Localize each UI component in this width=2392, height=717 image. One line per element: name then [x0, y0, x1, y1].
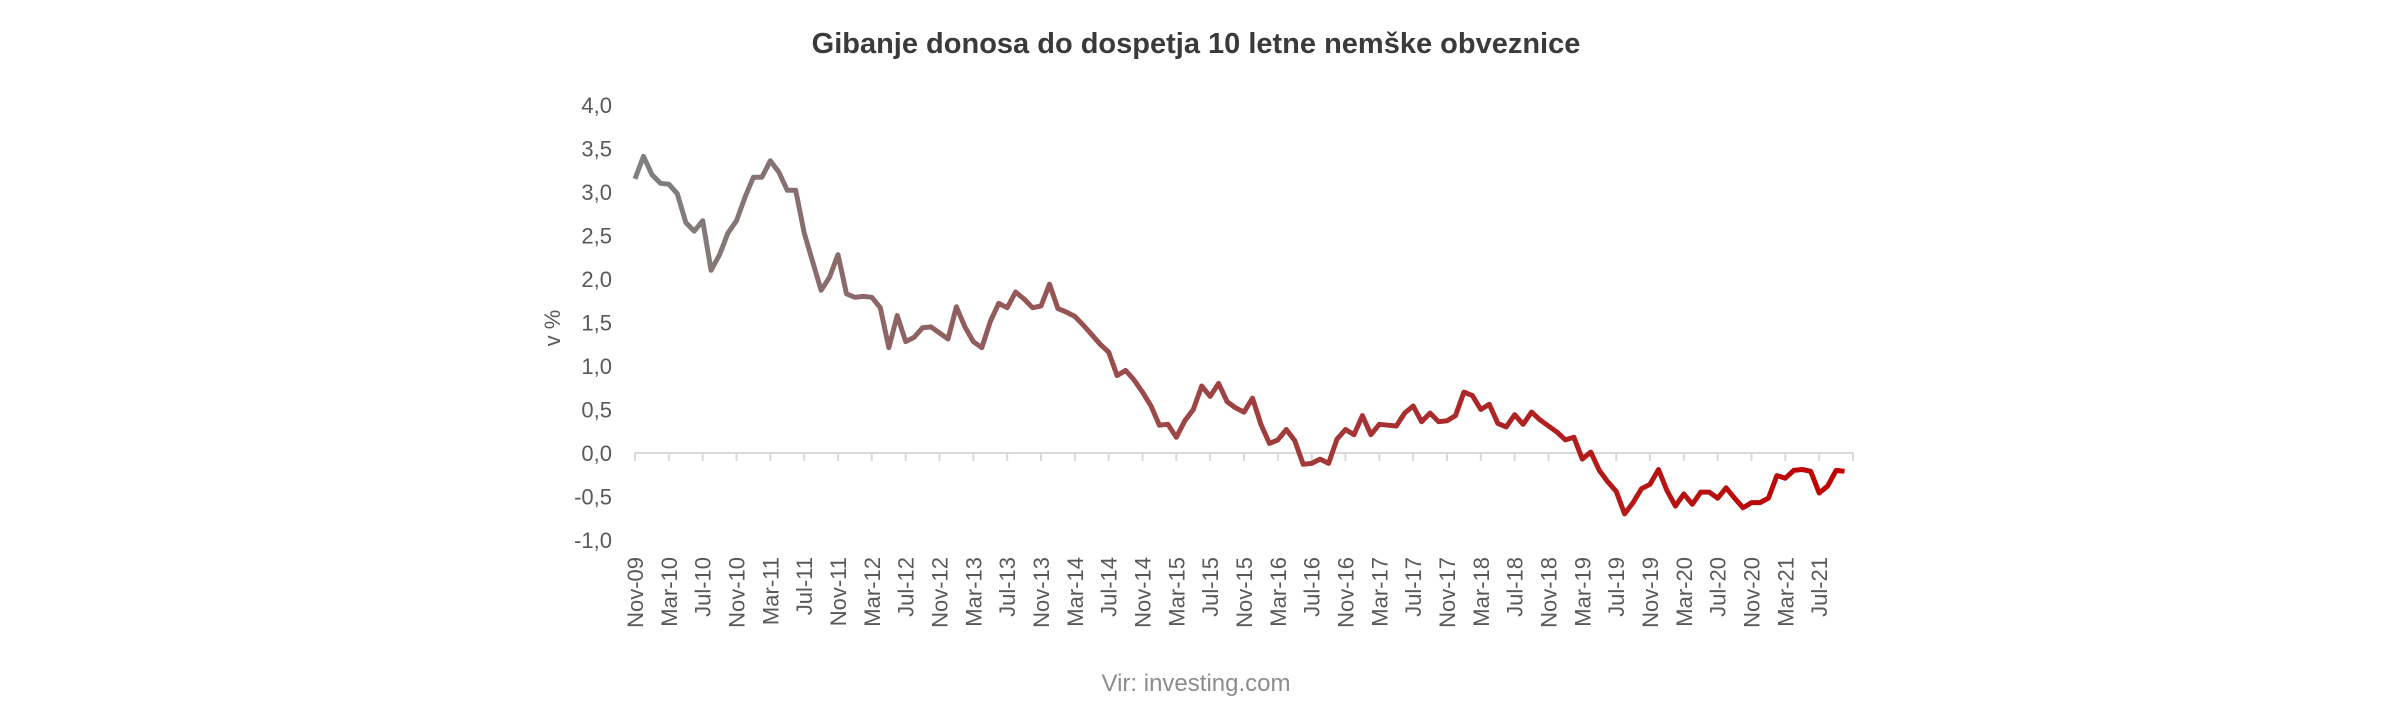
y-tick-label: 0,5 [581, 398, 612, 423]
x-tick-label: Jul-18 [1503, 557, 1528, 617]
x-tick-label: Nov-18 [1537, 557, 1562, 628]
x-tick-label: Jul-21 [1807, 557, 1832, 617]
x-tick-label: Mar-21 [1773, 557, 1798, 627]
x-tick-label: Mar-19 [1570, 557, 1595, 627]
x-tick-label: Jul-10 [691, 557, 716, 617]
chart-title: Gibanje donosa do dospetja 10 letne nemš… [811, 28, 1581, 60]
x-tick-label: Nov-17 [1435, 557, 1460, 628]
x-tick-label: Mar-13 [961, 557, 986, 627]
y-tick-label: 3,0 [581, 180, 612, 205]
x-tick-label: Nov-19 [1638, 557, 1663, 628]
x-tick-label: Mar-20 [1672, 557, 1697, 627]
y-tick-label: 1,5 [581, 311, 612, 336]
x-tick-label: Mar-18 [1469, 557, 1494, 627]
x-tick-label: Mar-15 [1164, 557, 1189, 627]
x-tick-label: Mar-17 [1367, 557, 1392, 627]
x-tick-label: Jul-16 [1300, 557, 1325, 617]
x-tick-label: Jul-20 [1706, 557, 1731, 617]
x-tick-label: Mar-10 [657, 557, 682, 627]
x-tick-label: Mar-11 [758, 557, 783, 625]
x-tick-label: Nov-12 [928, 557, 953, 628]
y-tick-label: 0,0 [581, 441, 612, 466]
x-tick-label: Nov-16 [1334, 557, 1359, 628]
x-tick-label: Nov-20 [1740, 557, 1765, 628]
x-tick-label: Jul-13 [995, 557, 1020, 617]
y-tick-label: 1,0 [581, 354, 612, 379]
x-tick-label: Jul-14 [1097, 557, 1122, 617]
x-tick-label: Nov-11 [826, 557, 851, 626]
x-tick-label: Nov-15 [1232, 557, 1257, 628]
y-tick-label: 3,5 [581, 137, 612, 162]
x-tick-label: Jul-12 [894, 557, 919, 617]
x-tick-label: Nov-14 [1131, 557, 1156, 628]
x-tick-label: Nov-09 [623, 557, 648, 628]
x-tick-label: Jul-15 [1198, 557, 1223, 617]
y-tick-label: 4,0 [581, 93, 612, 118]
y-tick-label: -1,0 [574, 528, 612, 553]
series-line [632, 153, 1845, 517]
y-tick-label: 2,0 [581, 267, 612, 292]
x-tick-label: Mar-14 [1063, 557, 1088, 627]
x-tick-label: Jul-17 [1401, 557, 1426, 617]
y-axis-label: v % [540, 310, 565, 347]
y-tick-label: -0,5 [574, 485, 612, 510]
source-note: Vir: investing.com [1101, 670, 1291, 697]
x-tick-label: Mar-16 [1266, 557, 1291, 627]
y-tick-label: 2,5 [581, 224, 612, 249]
x-tick-label: Jul-11 [792, 557, 817, 615]
x-tick-label: Nov-10 [725, 557, 750, 628]
x-tick-label: Nov-13 [1029, 557, 1054, 628]
x-tick-label: Jul-19 [1604, 557, 1629, 617]
x-tick-label: Mar-12 [860, 557, 885, 627]
